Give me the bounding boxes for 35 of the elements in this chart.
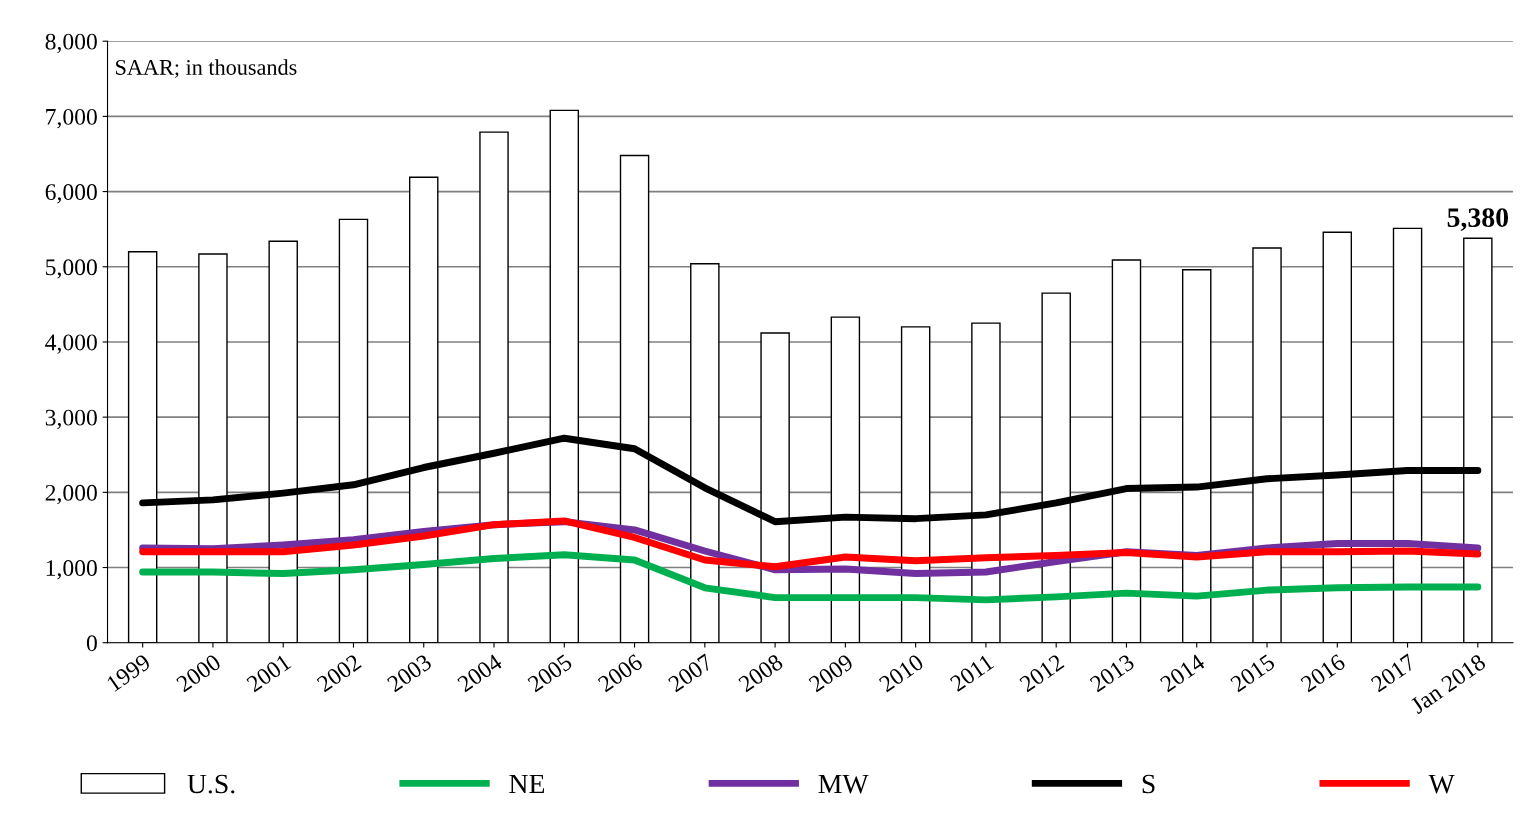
- x-tick-label: 2010: [878, 653, 925, 693]
- x-tick-label: 2016: [1299, 653, 1347, 693]
- x-tick-label: 2000: [175, 653, 222, 693]
- y-tick-label: 8,000: [45, 33, 97, 54]
- annotation: SAAR; in thousands: [116, 59, 297, 79]
- x-tick-label: 2003: [386, 653, 433, 693]
- x-tick-label: 2001: [245, 653, 292, 693]
- x-tick-label: 2017: [1370, 653, 1417, 693]
- y-tick-label: 3,000: [45, 409, 97, 429]
- x-tick-label: 2008: [737, 653, 784, 693]
- x-tick-label: 2012: [1018, 653, 1065, 693]
- y-tick-label: 6,000: [45, 184, 97, 204]
- legend-label: U.S.: [187, 774, 235, 794]
- x-tick-label: 2007: [667, 653, 714, 693]
- y-tick-label: 1,000: [46, 560, 97, 580]
- x-tick-label: 2014: [1159, 653, 1206, 693]
- x-tick-label: 2011: [949, 653, 995, 693]
- x-tick-label: 2013: [1089, 653, 1136, 693]
- legend-label: S: [1142, 774, 1155, 794]
- y-tick-label: 7,000: [46, 108, 97, 129]
- y-tick-label: 2,000: [45, 484, 97, 505]
- data-label: 5,380: [1447, 208, 1509, 232]
- x-tick-label: 2002: [316, 653, 362, 693]
- x-tick-label: 2009: [807, 653, 855, 693]
- x-tick-label: 2005: [526, 653, 574, 693]
- x-tick-label: 2004: [456, 653, 504, 693]
- legend-label: NE: [509, 774, 545, 794]
- legend-label: MW: [818, 774, 869, 794]
- y-tick-label: 5,000: [46, 259, 97, 279]
- y-tick-label: 4,000: [45, 334, 97, 354]
- x-tick-label: 2015: [1229, 653, 1276, 693]
- legend-label: W: [1428, 774, 1455, 794]
- x-tick-label: 1999: [106, 653, 152, 692]
- x-tick-label: 2006: [597, 653, 644, 693]
- y-tick-label: 0: [86, 635, 97, 652]
